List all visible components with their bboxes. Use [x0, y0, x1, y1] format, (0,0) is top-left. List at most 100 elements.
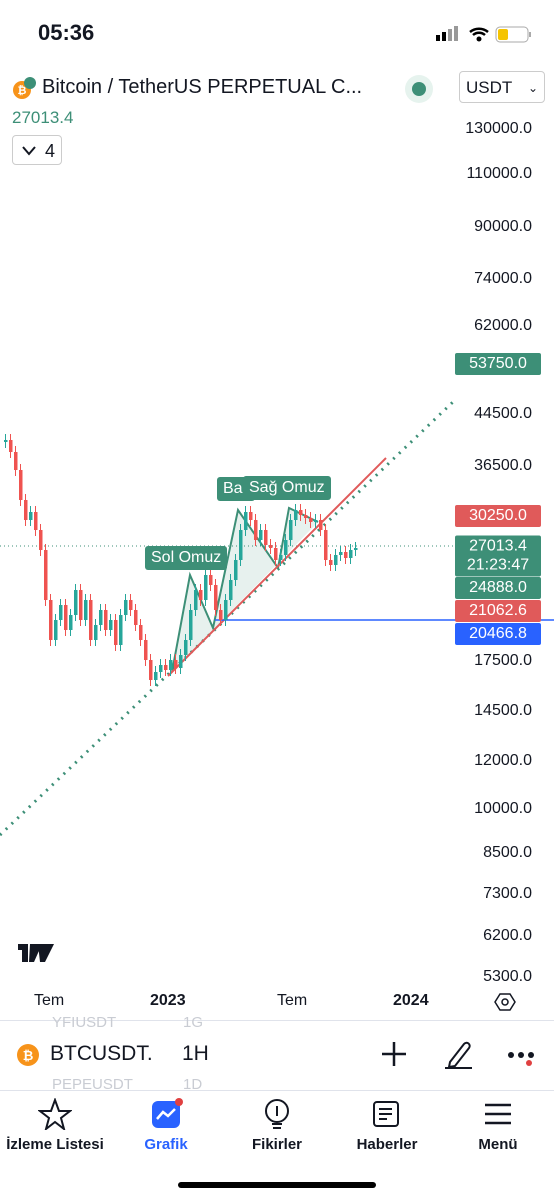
candle-body	[269, 545, 273, 548]
candle-body	[109, 620, 113, 630]
candle-body	[14, 452, 18, 470]
candle-body	[74, 590, 78, 615]
price-axis-label: 12000.0	[474, 752, 532, 769]
tab-label: Grafik	[144, 1136, 188, 1153]
home-indicator	[178, 1182, 376, 1188]
chart-settings[interactable]	[494, 991, 516, 1013]
candle-body	[264, 530, 268, 545]
tab-label: Haberler	[356, 1136, 418, 1153]
candle-body	[259, 530, 263, 540]
candle-body	[329, 560, 333, 565]
candle-body	[279, 555, 283, 560]
price-chart[interactable]	[0, 0, 554, 990]
candle-body	[24, 500, 28, 520]
tab-label: Fikirler	[251, 1136, 303, 1153]
ghost-text: 1D	[183, 1076, 203, 1093]
candle-body	[239, 530, 243, 560]
currency: USDT	[466, 78, 513, 97]
candle-body	[244, 512, 248, 530]
tab[interactable]: Grafik	[111, 1098, 221, 1153]
candle-body	[54, 620, 58, 640]
candle-body	[309, 518, 313, 522]
candle-body	[354, 548, 358, 550]
candle-body	[164, 665, 168, 670]
candle-body	[294, 510, 298, 520]
status-icons	[436, 26, 531, 43]
candle-body	[174, 660, 178, 668]
price-axis-label: 14500.0	[474, 702, 532, 719]
candle-body	[319, 520, 323, 530]
price-axis-label: 110000.0	[466, 165, 532, 182]
price-axis-label: 44500.0	[474, 405, 532, 422]
svg-text:₿: ₿	[18, 85, 27, 97]
price-tag: 21062.6	[455, 600, 541, 622]
price-axis-label: 7300.0	[483, 885, 532, 902]
more-button[interactable]	[506, 1044, 536, 1068]
tab[interactable]: Fikirler	[222, 1098, 332, 1153]
clock: 05:36	[38, 20, 95, 45]
time-label: 2023	[150, 992, 186, 1009]
add-button[interactable]	[380, 1040, 408, 1068]
candle-body	[4, 440, 8, 442]
price-axis-label: 74000.0	[474, 270, 532, 287]
candle-body	[159, 665, 163, 672]
price-axis-label: 90000.0	[474, 218, 532, 235]
market-status[interactable]	[404, 74, 434, 104]
price-tag: 20466.8	[455, 623, 541, 645]
candle-body	[144, 640, 148, 660]
candle-body	[34, 512, 38, 530]
tab-label: İzleme Listesi	[6, 1136, 104, 1153]
candle-body	[134, 610, 138, 625]
candle-body	[9, 440, 13, 452]
interval[interactable]: 1H	[182, 1042, 209, 1065]
pattern-label[interactable]: Sağ Omuz	[243, 476, 331, 500]
candle-body	[209, 575, 213, 585]
tab[interactable]: Menü	[443, 1098, 553, 1153]
candle-body	[194, 590, 198, 610]
candle-body	[39, 530, 43, 550]
candle-body	[249, 512, 253, 520]
candle-body	[154, 672, 158, 680]
divider	[0, 1020, 554, 1021]
candle-body	[69, 615, 73, 630]
candle-body	[344, 552, 348, 558]
ghost-text: YFIUSDT	[52, 1014, 117, 1031]
candle-body	[324, 530, 328, 560]
price-tag: 27013.4 21:23:47	[455, 535, 541, 577]
price-tag: 30250.0	[455, 505, 541, 527]
currency-select[interactable]: USDT ⌄	[459, 71, 545, 103]
price-axis-label: 8500.0	[483, 844, 532, 861]
price-tag: 24888.0	[455, 577, 541, 599]
candle-body	[289, 520, 293, 540]
candle-body	[284, 540, 288, 555]
tab[interactable]: Haberler	[332, 1098, 442, 1153]
last-price: 27013.4	[12, 108, 74, 127]
price-axis-label: 6200.0	[483, 927, 532, 944]
divider	[0, 1090, 554, 1091]
candle-body	[64, 605, 68, 630]
tab[interactable]: İzleme Listesi	[0, 1098, 110, 1153]
tab-label: Menü	[478, 1136, 518, 1153]
symbol[interactable]: BTCUSDT.	[50, 1042, 153, 1065]
indicators-toggle[interactable]: 4	[12, 135, 62, 165]
candle-body	[169, 660, 173, 670]
candle-body	[139, 625, 143, 640]
draw-button[interactable]	[442, 1038, 474, 1070]
candle-body	[89, 600, 93, 640]
candle-body	[229, 580, 233, 600]
coin-icon: ₿	[17, 1044, 39, 1066]
price-tag-label: 27013.4	[469, 537, 527, 555]
candle-body	[234, 560, 238, 580]
candle-body	[339, 552, 343, 555]
pattern-label[interactable]: Sol Omuz	[145, 546, 228, 570]
price-axis-label: 130000.0	[465, 120, 532, 137]
candle-body	[119, 615, 123, 645]
candle-body	[49, 600, 53, 640]
ghost-text: PEPEUSDT	[52, 1076, 133, 1093]
coin-icon: ₿	[13, 77, 36, 99]
candle-body	[179, 655, 183, 668]
symbol-title[interactable]: Bitcoin / TetherUS PERPETUAL C...	[42, 76, 363, 98]
svg-text:₿: ₿	[23, 1048, 34, 1063]
